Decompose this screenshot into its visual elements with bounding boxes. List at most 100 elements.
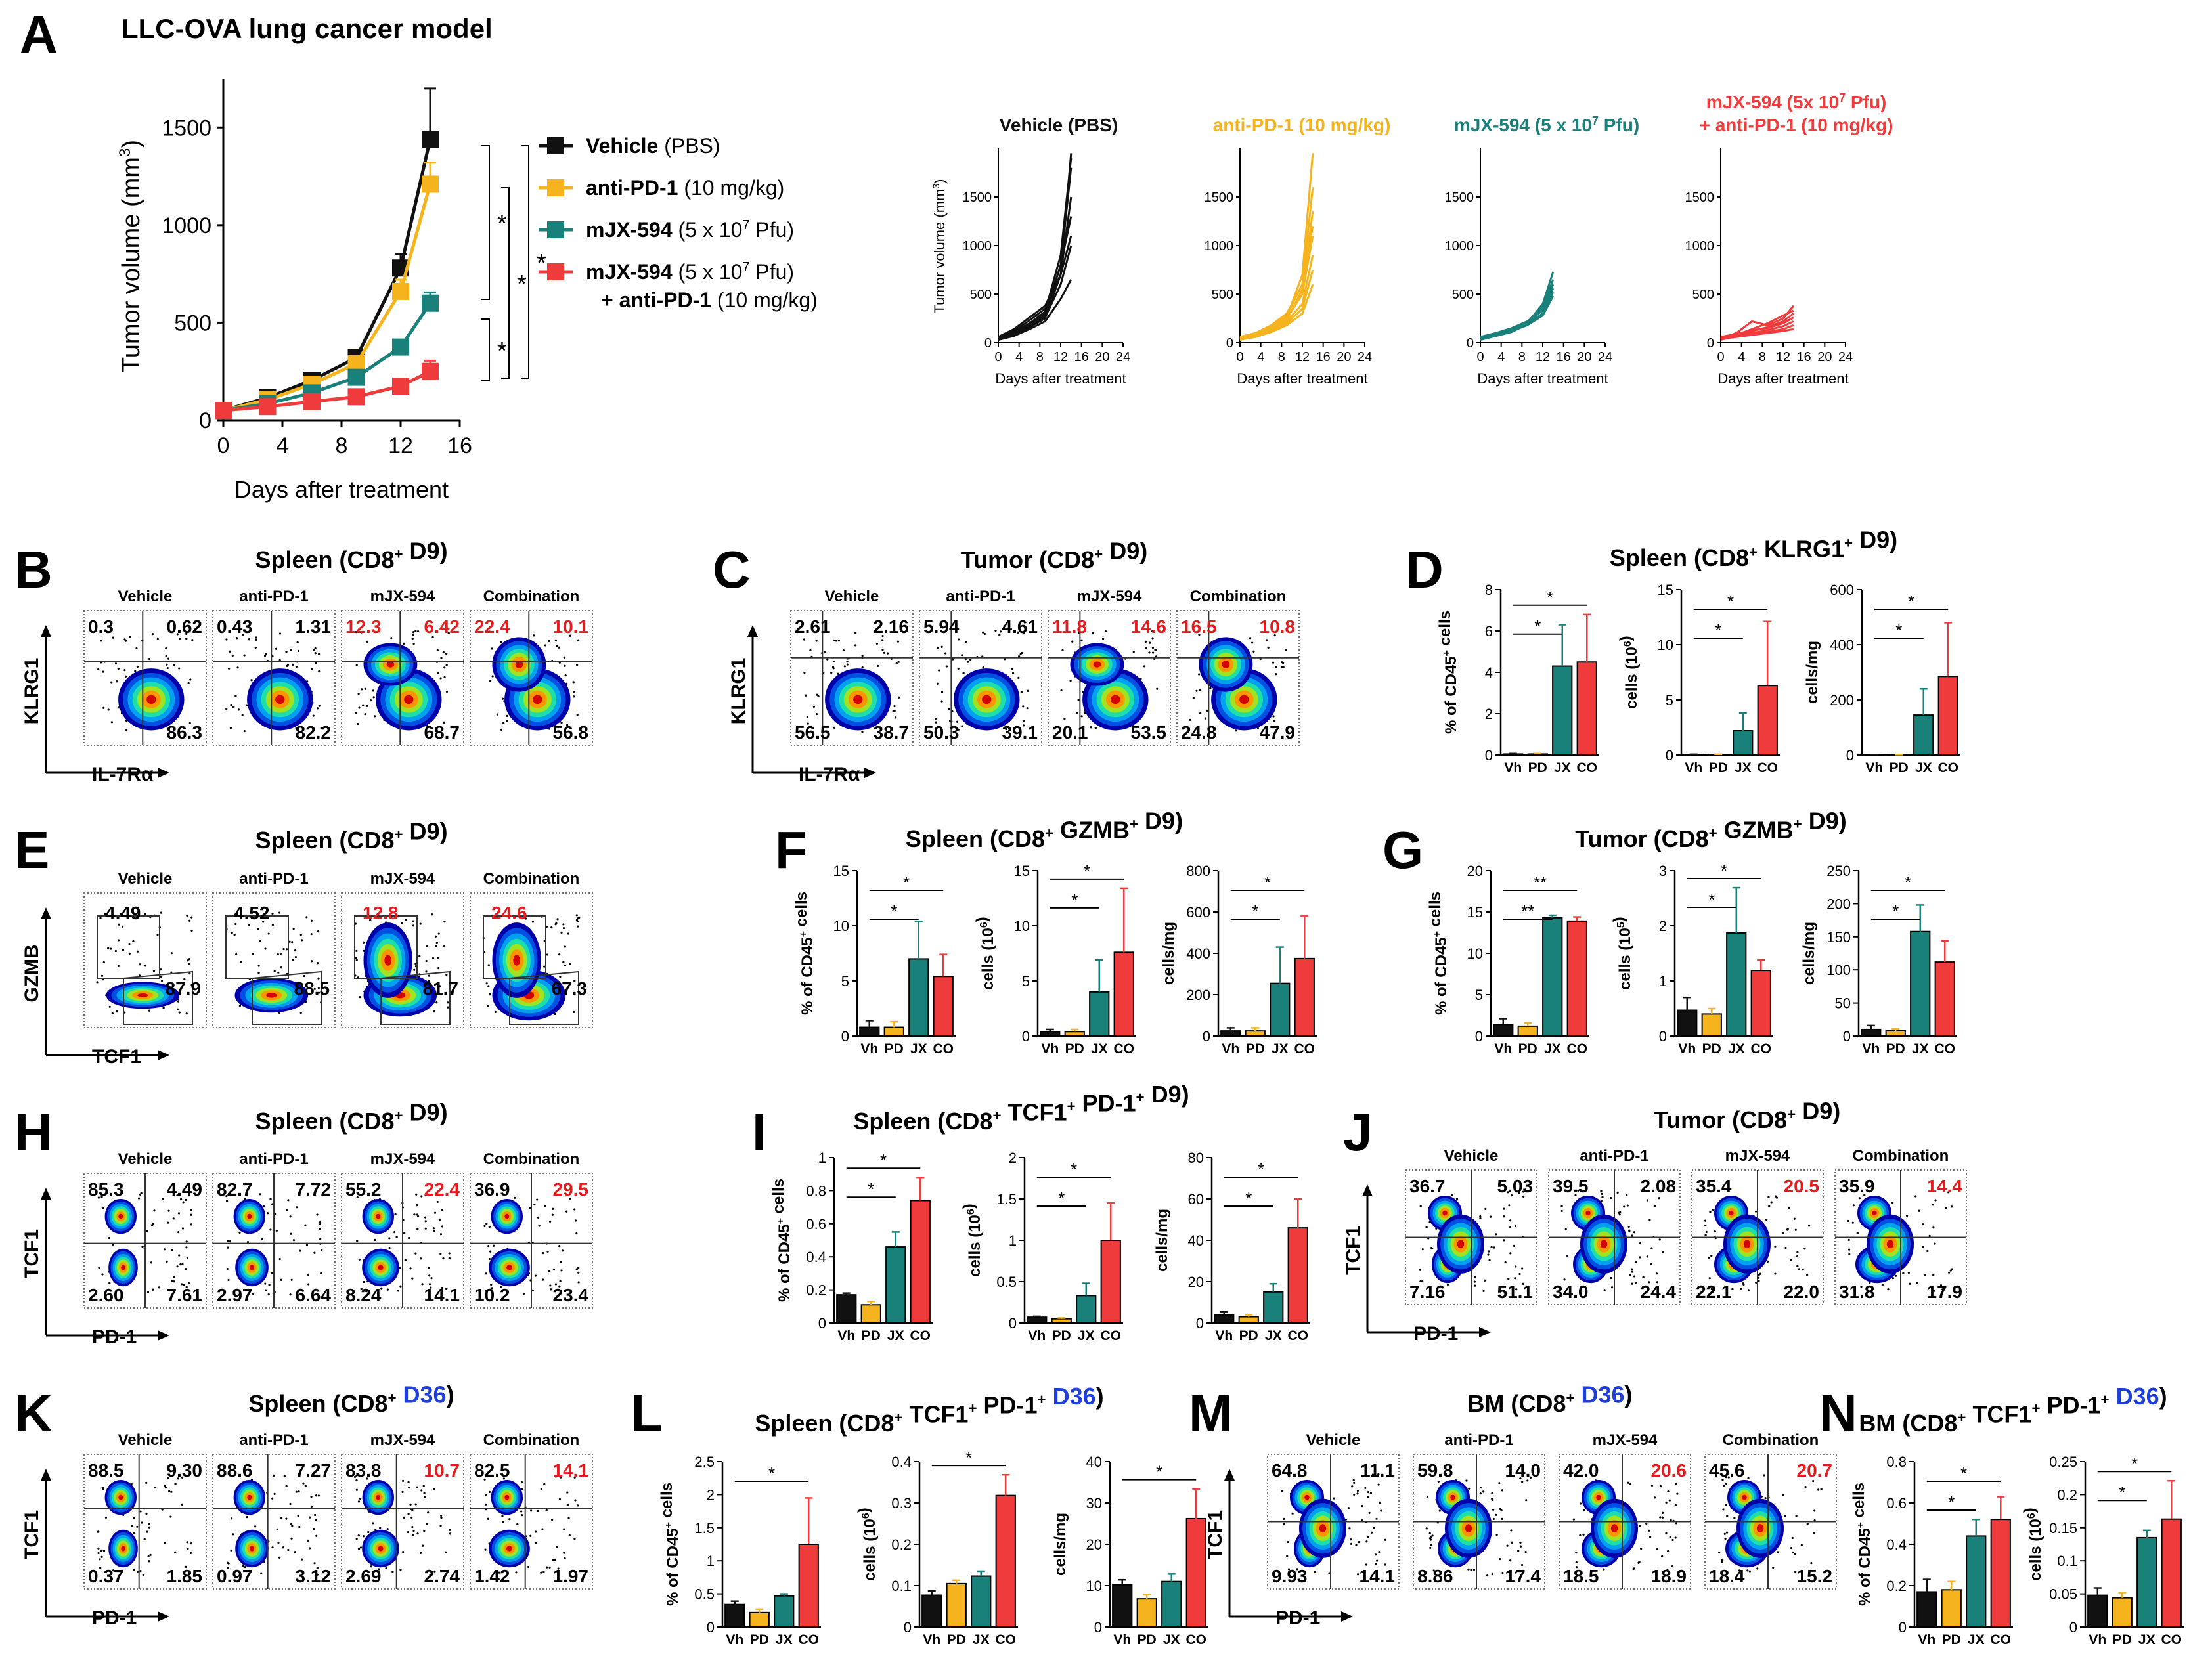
event-dot bbox=[412, 1534, 414, 1536]
arrowhead bbox=[158, 768, 169, 778]
bar-JX bbox=[2136, 1536, 2157, 1628]
data-point bbox=[422, 175, 439, 193]
event-dot bbox=[295, 1490, 298, 1493]
event-dot bbox=[556, 1546, 558, 1548]
event-dot bbox=[543, 965, 546, 968]
panel-letter: E bbox=[14, 821, 49, 879]
event-dot bbox=[485, 1290, 487, 1292]
event-dot bbox=[355, 664, 358, 666]
event-dot bbox=[1601, 1196, 1604, 1198]
event-dot bbox=[573, 1010, 575, 1013]
event-dot bbox=[1947, 1191, 1950, 1194]
event-dot bbox=[494, 1010, 497, 1013]
event-dot bbox=[1560, 1205, 1563, 1207]
event-dot bbox=[1951, 1205, 1953, 1208]
event-dot bbox=[403, 1232, 406, 1234]
event-dot bbox=[1375, 1553, 1377, 1556]
bar-JX bbox=[1910, 930, 1931, 1037]
event-dot bbox=[1563, 1278, 1566, 1281]
event-dot bbox=[1754, 1210, 1758, 1213]
event-dot bbox=[310, 919, 313, 922]
y-tick-label: 10 bbox=[1014, 918, 1030, 934]
event-dot bbox=[282, 947, 285, 951]
event-dot bbox=[1714, 1230, 1716, 1233]
event-dot bbox=[419, 1552, 422, 1554]
event-dot bbox=[832, 639, 835, 641]
flow-x-label: PD-1 bbox=[1413, 1323, 1458, 1345]
event-dot bbox=[1774, 1272, 1777, 1275]
bar-PD bbox=[1701, 1013, 1722, 1037]
event-dot bbox=[362, 1535, 365, 1538]
event-dot bbox=[573, 695, 575, 698]
bar-Vh bbox=[2087, 1594, 2108, 1628]
event-dot bbox=[1503, 1215, 1505, 1218]
event-dot bbox=[560, 1261, 562, 1263]
category-label: JX bbox=[1078, 1328, 1095, 1343]
x-tick-label: 20 bbox=[1337, 350, 1351, 364]
event-dot bbox=[1501, 1517, 1503, 1520]
event-dot bbox=[139, 963, 141, 966]
event-dot bbox=[1881, 1284, 1884, 1286]
bar-Vh bbox=[836, 1294, 857, 1324]
event-dot bbox=[833, 726, 835, 729]
quadrant-value: 39.5 bbox=[1553, 1176, 1589, 1196]
event-dot bbox=[168, 1490, 171, 1492]
event-dot bbox=[181, 1263, 184, 1265]
arrowhead bbox=[41, 625, 51, 637]
event-dot bbox=[1656, 1188, 1660, 1191]
category-label: CO bbox=[1114, 1041, 1135, 1056]
event-dot bbox=[232, 706, 235, 708]
event-dot bbox=[1675, 1522, 1678, 1525]
flow-y-label: KLRG1 bbox=[728, 658, 749, 725]
event-dot bbox=[239, 1573, 242, 1576]
event-dot bbox=[278, 659, 281, 662]
y-tick-label: 1000 bbox=[1445, 239, 1474, 253]
event-dot bbox=[495, 916, 498, 919]
quadrant-value: 14.1 bbox=[1360, 1566, 1396, 1586]
x-tick-label: 12 bbox=[1776, 350, 1790, 364]
significance-bracket bbox=[481, 318, 490, 381]
event-dot bbox=[854, 632, 857, 634]
event-dot bbox=[177, 1477, 180, 1480]
event-dot bbox=[484, 1548, 487, 1551]
event-dot bbox=[1934, 1199, 1937, 1202]
gate-value: 88.5 bbox=[294, 978, 330, 999]
sample-name: Vehicle bbox=[118, 1431, 173, 1449]
event-dot bbox=[257, 965, 260, 967]
event-dot bbox=[313, 1251, 316, 1254]
event-dot bbox=[1486, 1574, 1489, 1577]
event-dot bbox=[1004, 658, 1006, 661]
event-dot bbox=[265, 1289, 267, 1291]
event-dot bbox=[102, 1550, 106, 1552]
event-dot bbox=[1430, 1246, 1433, 1249]
significance-mark: ** bbox=[1521, 901, 1534, 921]
event-dot bbox=[145, 1481, 148, 1484]
significance-mark: * bbox=[891, 901, 897, 921]
event-dot bbox=[1377, 1483, 1380, 1486]
event-dot bbox=[290, 1278, 293, 1281]
event-dot bbox=[1768, 1205, 1771, 1207]
event-dot bbox=[176, 1194, 179, 1197]
y-tick-label: 1.5 bbox=[996, 1191, 1017, 1207]
event-dot bbox=[1948, 1271, 1951, 1274]
event-dot bbox=[320, 1272, 322, 1274]
event-dot bbox=[1370, 1531, 1373, 1534]
event-dot bbox=[313, 1562, 316, 1565]
event-dot bbox=[826, 658, 829, 661]
gate-value: 87.9 bbox=[166, 978, 202, 999]
event-dot bbox=[124, 675, 127, 678]
density-contour bbox=[121, 1546, 125, 1552]
event-dot bbox=[439, 1525, 442, 1527]
x-tick-label: 12 bbox=[1536, 350, 1550, 364]
event-dot bbox=[569, 634, 571, 637]
event-dot bbox=[264, 947, 267, 950]
event-dot bbox=[1367, 1491, 1370, 1494]
quadrant-value: 35.4 bbox=[1696, 1176, 1732, 1196]
event-dot bbox=[1812, 1479, 1815, 1483]
y-tick-label: 1000 bbox=[1205, 239, 1234, 253]
event-dot bbox=[423, 1530, 426, 1532]
event-dot bbox=[170, 952, 173, 955]
quadrant-value: 2.61 bbox=[795, 617, 831, 637]
event-dot bbox=[412, 634, 414, 637]
